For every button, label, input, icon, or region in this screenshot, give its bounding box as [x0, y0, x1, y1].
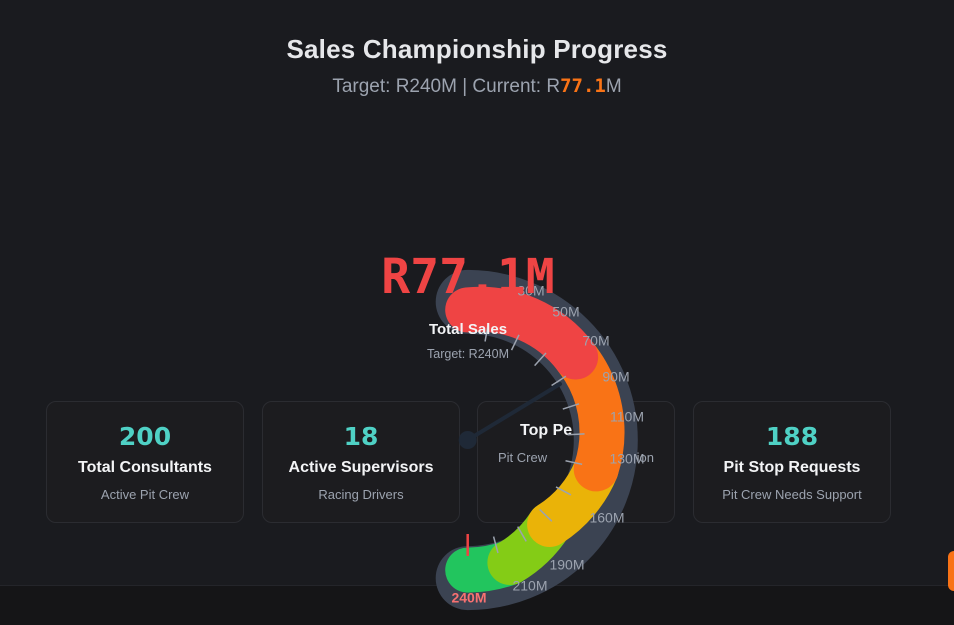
gauge-tick	[534, 352, 547, 367]
gauge-tick	[539, 508, 553, 522]
gauge-tick	[565, 460, 583, 466]
card-subtext: Active Pit Crew	[100, 487, 190, 502]
gauge-tick-label: 190M	[549, 557, 584, 573]
page-title: Sales Championship Progress	[286, 34, 668, 64]
gauge-target-label: Target: R240M	[427, 347, 509, 361]
side-tab-handle[interactable]	[948, 551, 954, 591]
gauge-tick-label: 110M	[610, 409, 644, 425]
subtitle-current-value: 77.1	[560, 75, 606, 97]
card-value: 18	[343, 422, 379, 451]
gauge-tick	[562, 403, 580, 410]
card-total-consultants[interactable]: 200 Total Consultants Active Pit Crew	[46, 401, 244, 523]
gauge-tick	[510, 334, 520, 351]
card-label: Pit Stop Requests	[723, 459, 861, 476]
page-subtitle: Target: R240M | Current: R77.1M	[0, 75, 954, 98]
gauge-needle-hub	[458, 431, 477, 449]
gauge-tick-label: 90M	[602, 369, 629, 385]
card-subtext: Racing Drivers	[318, 487, 404, 502]
gauge-tick-label: 240M	[451, 590, 486, 606]
gauge-tick	[484, 324, 489, 342]
gauge-segment-red	[445, 286, 599, 380]
subtitle-prefix: Target: R240M | Current: R	[332, 76, 561, 97]
gauge-tick-label: 70M	[582, 333, 609, 349]
card-label: Top Pe	[520, 422, 573, 439]
card-label: Active Supervisors	[288, 459, 434, 476]
gauge-tick	[517, 526, 527, 542]
gauge-tick-label: 210M	[512, 578, 547, 594]
card-value: 200	[118, 422, 172, 451]
gauge-tick	[555, 486, 572, 496]
subtitle-suffix: M	[605, 76, 622, 97]
card-active-supervisors[interactable]: 18 Active Supervisors Racing Drivers	[262, 401, 460, 523]
card-value: 188	[765, 422, 819, 451]
gauge-tick	[567, 433, 585, 436]
card-label: Total Consultants	[78, 459, 212, 476]
gauge-tick	[551, 375, 567, 387]
gauge-value-label: R77.1M	[381, 249, 554, 305]
gauge-tick-label: 130M	[609, 451, 644, 467]
gauge-tick-label: 160M	[589, 510, 624, 526]
gauge-needle	[465, 382, 562, 442]
gauge-tick-label: 30M	[517, 283, 544, 299]
card-subtext: Pit Crew Needs Support	[722, 487, 862, 502]
card-subtext-start: Pit Crew	[498, 450, 548, 465]
card-pit-stop-requests[interactable]: 188 Pit Stop Requests Pit Crew Needs Sup…	[693, 401, 891, 523]
gauge-caption: Total Sales	[429, 321, 507, 338]
gauge-tick-label: 50M	[552, 304, 579, 320]
gauge-tick-marks	[484, 324, 585, 554]
page-header: Sales Championship Progress Target: R240…	[0, 34, 954, 98]
gauge-tick	[492, 536, 499, 554]
